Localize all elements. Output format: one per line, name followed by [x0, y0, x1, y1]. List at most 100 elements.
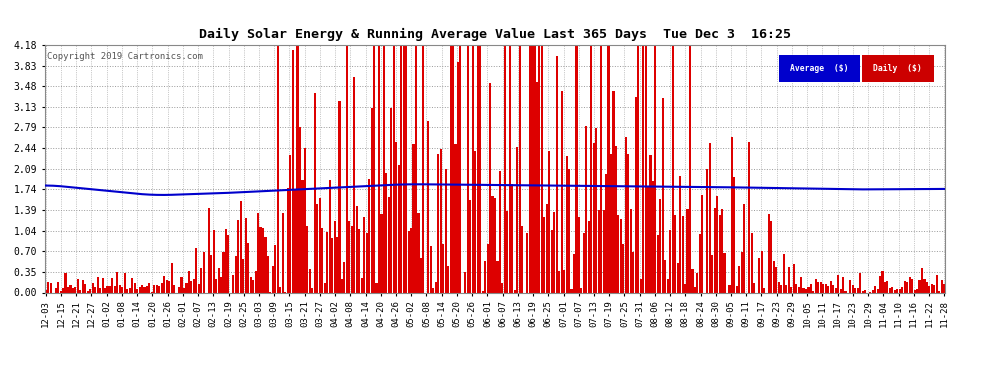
- Bar: [911, 279, 913, 292]
- Bar: [813, 291, 815, 292]
- Bar: [734, 177, 736, 292]
- Bar: [909, 277, 911, 292]
- FancyBboxPatch shape: [861, 55, 934, 82]
- Bar: [491, 196, 494, 292]
- Bar: [679, 176, 681, 292]
- Bar: [669, 230, 671, 292]
- Bar: [889, 288, 891, 292]
- Bar: [856, 288, 859, 292]
- Bar: [686, 209, 689, 292]
- Bar: [788, 267, 790, 292]
- Bar: [74, 287, 76, 292]
- Bar: [413, 144, 415, 292]
- Bar: [45, 290, 47, 292]
- Bar: [778, 282, 780, 292]
- Bar: [344, 262, 346, 292]
- Bar: [94, 287, 96, 292]
- Bar: [225, 229, 227, 292]
- Bar: [223, 252, 225, 292]
- Bar: [447, 266, 449, 292]
- Bar: [469, 200, 471, 292]
- Bar: [185, 283, 187, 292]
- Bar: [210, 255, 212, 292]
- Bar: [220, 277, 222, 292]
- Bar: [644, 45, 646, 292]
- Bar: [798, 287, 800, 292]
- Bar: [121, 287, 124, 292]
- Bar: [558, 272, 560, 292]
- Bar: [193, 279, 195, 292]
- Bar: [245, 218, 247, 292]
- Bar: [388, 197, 390, 292]
- Bar: [541, 45, 543, 292]
- Bar: [126, 289, 129, 292]
- Bar: [585, 126, 587, 292]
- Bar: [238, 220, 240, 292]
- Bar: [329, 180, 331, 292]
- Bar: [854, 288, 856, 292]
- Bar: [395, 142, 397, 292]
- Bar: [914, 290, 916, 292]
- Bar: [79, 290, 81, 292]
- Bar: [620, 219, 622, 292]
- Bar: [603, 210, 605, 292]
- Bar: [919, 280, 921, 292]
- Bar: [163, 276, 165, 292]
- Bar: [423, 45, 425, 292]
- Bar: [615, 146, 617, 292]
- Bar: [699, 234, 701, 292]
- Bar: [643, 45, 644, 292]
- Bar: [714, 208, 716, 292]
- Bar: [116, 272, 119, 292]
- Bar: [501, 283, 504, 292]
- Bar: [457, 62, 459, 292]
- Bar: [289, 155, 291, 292]
- Bar: [393, 45, 395, 292]
- Bar: [666, 279, 669, 292]
- Bar: [262, 228, 264, 292]
- Bar: [828, 286, 830, 292]
- Bar: [573, 254, 575, 292]
- Bar: [433, 288, 435, 292]
- Bar: [593, 143, 595, 292]
- Bar: [519, 45, 521, 292]
- Bar: [69, 285, 71, 292]
- Bar: [474, 152, 476, 292]
- Bar: [264, 237, 266, 292]
- Bar: [259, 226, 261, 292]
- Bar: [360, 278, 362, 292]
- Bar: [99, 288, 101, 292]
- FancyBboxPatch shape: [779, 55, 860, 82]
- Bar: [884, 282, 886, 292]
- Bar: [748, 142, 750, 292]
- Bar: [228, 235, 230, 292]
- Bar: [820, 282, 822, 292]
- Bar: [563, 270, 565, 292]
- Bar: [314, 93, 316, 292]
- Bar: [165, 280, 167, 292]
- Bar: [321, 228, 324, 292]
- Bar: [940, 280, 942, 292]
- Bar: [363, 217, 365, 292]
- Bar: [743, 204, 745, 292]
- Bar: [684, 284, 686, 292]
- Bar: [775, 267, 777, 292]
- Bar: [383, 45, 385, 292]
- Bar: [87, 291, 89, 292]
- Bar: [763, 288, 765, 292]
- Bar: [102, 278, 104, 292]
- Bar: [109, 286, 111, 292]
- Bar: [440, 149, 442, 292]
- Bar: [859, 273, 861, 292]
- Bar: [842, 278, 844, 292]
- Bar: [793, 264, 795, 292]
- Bar: [136, 289, 139, 292]
- Bar: [306, 226, 309, 292]
- Bar: [931, 284, 933, 292]
- Bar: [173, 285, 175, 292]
- Bar: [630, 209, 632, 292]
- Bar: [77, 279, 79, 292]
- Bar: [218, 268, 220, 292]
- Bar: [301, 180, 304, 292]
- Bar: [526, 233, 528, 292]
